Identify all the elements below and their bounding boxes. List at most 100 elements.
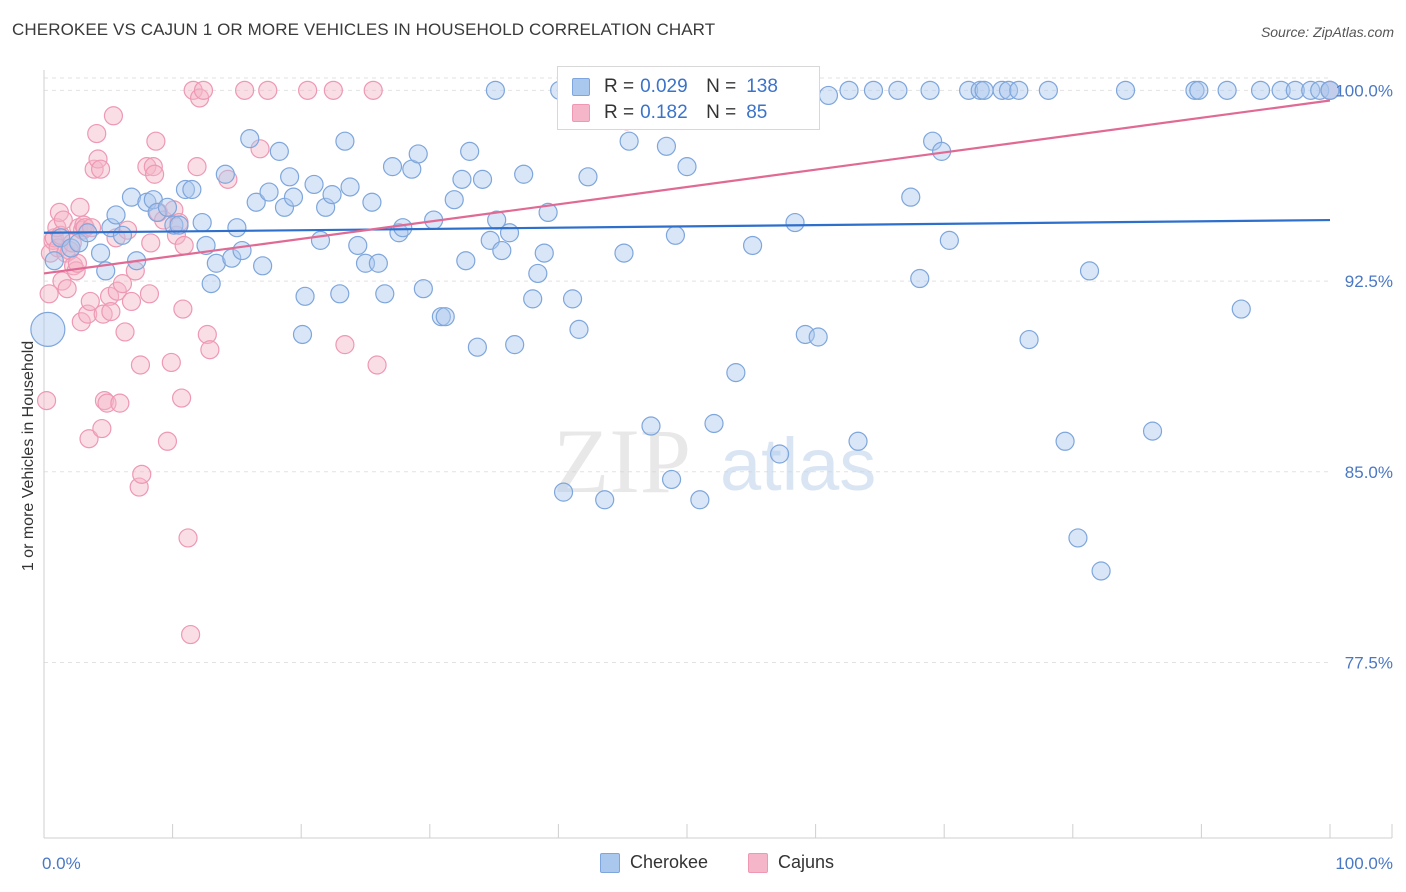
cherokee-point <box>492 240 512 261</box>
cherokee-point <box>1250 80 1271 100</box>
cherokee-point <box>460 141 480 161</box>
cherokee-point <box>280 167 300 187</box>
cherokee-point <box>1310 80 1330 100</box>
cherokee-point <box>408 144 428 164</box>
y-tick-label: 100.0% <box>1335 81 1393 100</box>
cajun-point <box>115 322 135 342</box>
cherokee-point <box>157 197 178 217</box>
cherokee-point <box>467 337 487 357</box>
cherokee-point <box>182 179 202 200</box>
legend-item-cherokee[interactable]: Cherokee <box>600 852 708 873</box>
cherokee-point <box>808 327 828 347</box>
cherokee-point <box>368 253 388 273</box>
cajun-point <box>110 393 130 413</box>
watermark-zip: ZIP <box>553 410 691 512</box>
cherokee-point <box>348 235 368 256</box>
cherokee-point <box>452 169 472 189</box>
cherokee-point <box>974 80 994 100</box>
cherokee-legend-swatch <box>600 852 620 873</box>
cherokee-trend-line <box>43 218 1331 234</box>
cherokee-point <box>1271 80 1291 100</box>
series-legend: Cherokee Cajuns <box>0 852 1406 878</box>
cajun-point <box>139 284 160 304</box>
cajun-point <box>71 312 91 332</box>
cherokee-point <box>901 187 921 207</box>
cajun-point <box>200 340 220 360</box>
cajun-point <box>143 157 163 177</box>
cajun-point <box>141 233 161 253</box>
cherokee-point <box>1038 80 1058 100</box>
cajun-points <box>36 80 1340 645</box>
cajun-trend-line <box>43 99 1331 275</box>
cherokee-point <box>393 218 413 238</box>
cherokee-point <box>562 289 583 309</box>
cherokee-point <box>704 413 724 434</box>
cherokee-point <box>818 85 839 106</box>
y-tick-label: 77.5% <box>1345 654 1393 673</box>
cherokee-point <box>534 243 554 263</box>
cherokee-point <box>1217 80 1237 100</box>
y-axis-label: 1 or more Vehicles in Household <box>20 341 37 571</box>
cherokee-point <box>1189 80 1209 100</box>
trend-lines <box>43 99 1331 275</box>
cherokee-point <box>910 268 930 289</box>
cherokee-point <box>1142 421 1163 441</box>
cajun-point <box>79 429 99 449</box>
cajun-point <box>250 139 270 159</box>
cherokee-point <box>998 80 1019 100</box>
cajun-point <box>323 80 343 100</box>
cherokee-point <box>246 192 266 212</box>
cajun-point <box>174 235 194 256</box>
cherokee-point <box>661 469 682 490</box>
cherokee-point <box>614 243 634 263</box>
cherokee-point <box>310 230 331 250</box>
cherokee-point <box>514 164 534 184</box>
cherokee-point <box>227 218 247 238</box>
cherokee-point <box>959 80 979 100</box>
source-label: Source: ZipAtlas.com <box>1260 24 1394 40</box>
cherokee-point <box>863 80 884 100</box>
cherokee-point <box>253 256 273 276</box>
legend-item-cajuns[interactable]: Cajuns <box>748 852 834 873</box>
cajun-point <box>117 220 138 240</box>
chart-title: CHEROKEE VS CAJUN 1 OR MORE VEHICLES IN … <box>12 20 716 39</box>
cherokee-point <box>569 319 589 339</box>
cherokee-point <box>920 80 940 100</box>
cherokee-point <box>1079 261 1100 281</box>
cajun-point <box>157 431 178 451</box>
cajun-point <box>90 159 111 179</box>
cajun-point <box>218 169 238 189</box>
cherokee-point <box>1231 299 1251 319</box>
y-tick-label: 85.0% <box>1345 463 1393 482</box>
n-value: 85 <box>746 102 768 123</box>
cherokee-point <box>382 157 403 177</box>
cherokee-point <box>44 251 64 271</box>
cajun-point <box>57 279 77 299</box>
cajun-point <box>132 464 152 484</box>
cherokee-point <box>444 190 464 210</box>
cherokee-point <box>340 177 360 197</box>
cajun-point <box>181 624 201 645</box>
cajun-point <box>258 80 278 100</box>
y-tick-label: 92.5% <box>1345 272 1393 291</box>
cherokee-point <box>848 431 868 451</box>
cajuns-legend-swatch <box>748 852 768 873</box>
cajun-point <box>161 352 181 373</box>
cherokee-point <box>578 167 598 187</box>
cherokee-point <box>292 324 313 345</box>
cherokee-point <box>1091 561 1111 581</box>
cajun-point <box>153 210 174 230</box>
cherokee-point <box>206 253 226 273</box>
cherokee-point <box>619 131 639 151</box>
cherokee-point <box>742 235 763 256</box>
cajun-point <box>146 131 166 151</box>
cherokee-point <box>1115 80 1136 100</box>
x-tick-label: 100.0% <box>1335 854 1393 873</box>
cajun-point <box>235 80 255 100</box>
legend-row-cherokee: R = 0.029 N = 138 <box>572 75 778 99</box>
cherokee-point <box>485 80 505 100</box>
cherokee-point <box>175 179 196 200</box>
cherokee-point <box>164 215 184 235</box>
cherokee-point <box>240 129 260 149</box>
cherokee-point <box>322 185 342 205</box>
